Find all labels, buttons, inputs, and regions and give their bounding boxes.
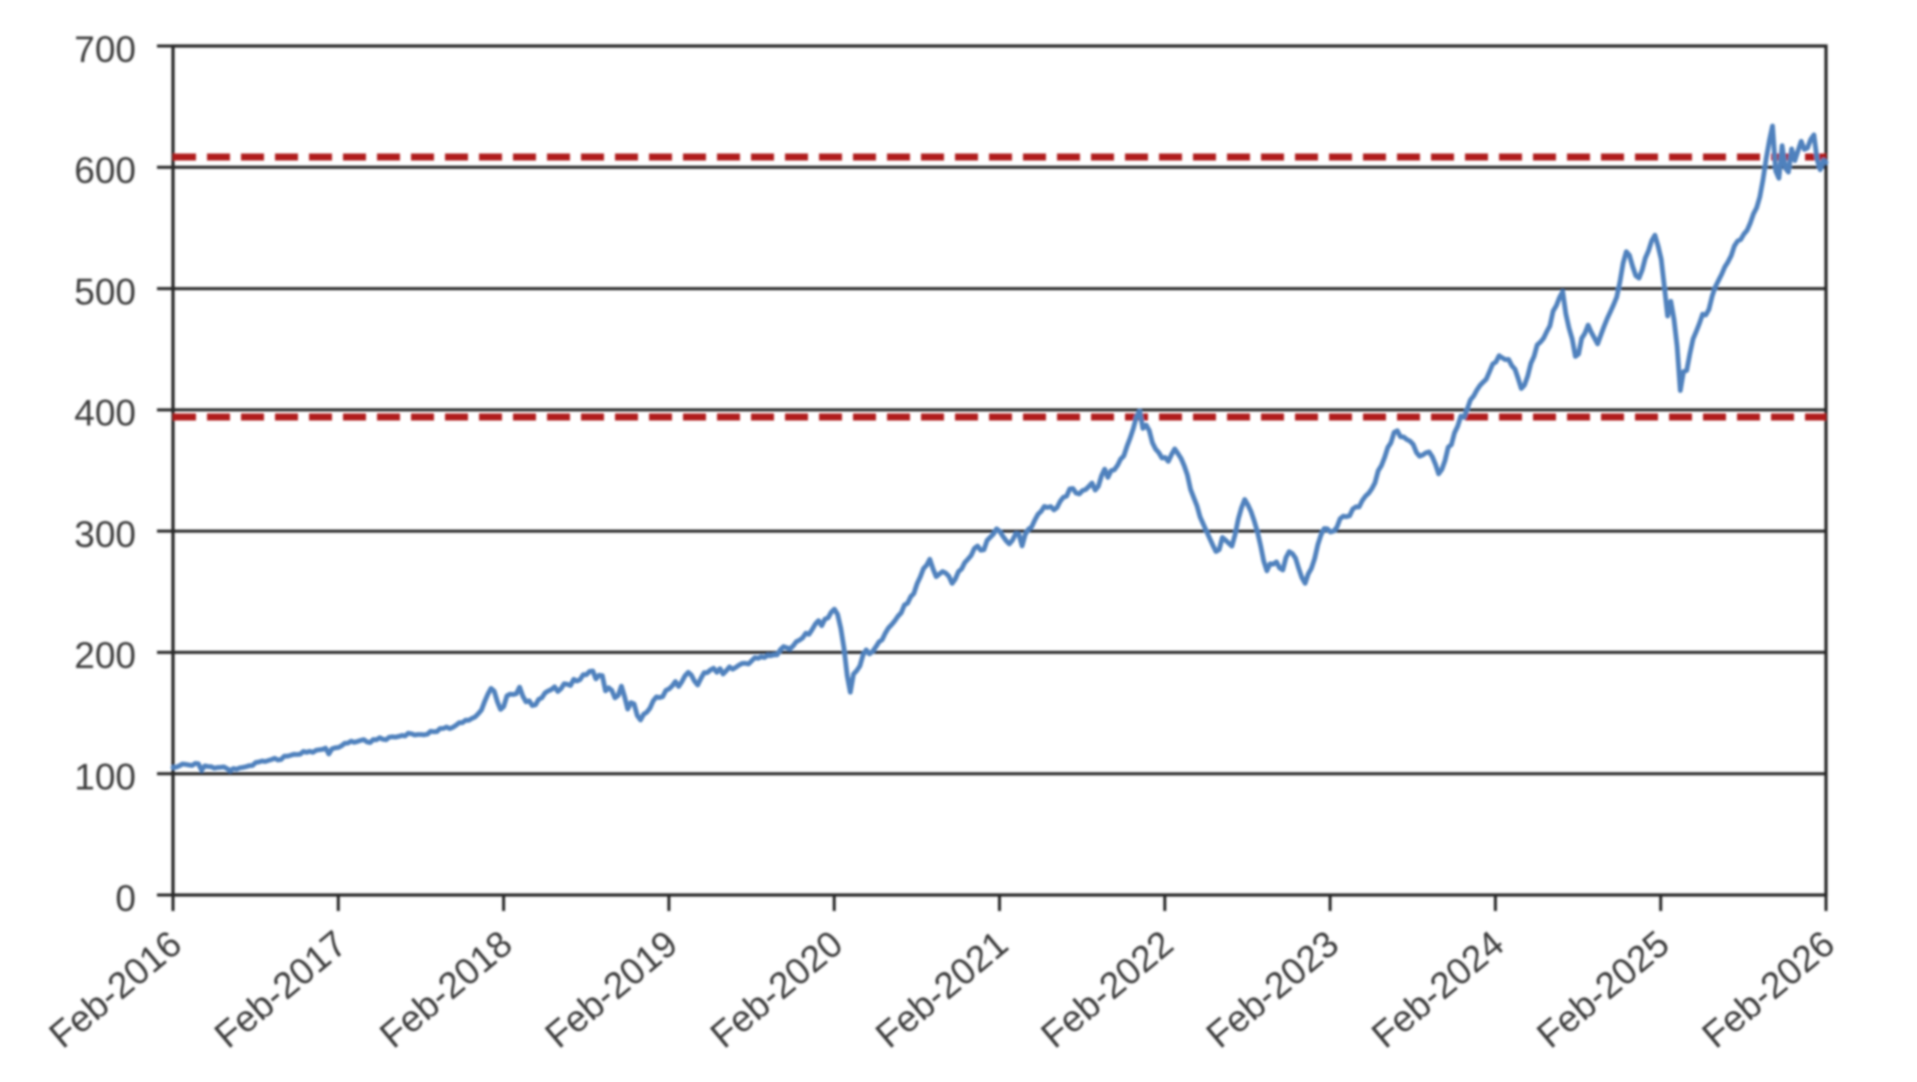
svg-text:600: 600: [74, 150, 136, 191]
svg-text:700: 700: [74, 29, 136, 70]
svg-text:0: 0: [115, 878, 136, 919]
svg-text:500: 500: [74, 271, 136, 312]
svg-text:100: 100: [74, 757, 136, 798]
svg-text:300: 300: [74, 514, 136, 555]
svg-text:200: 200: [74, 635, 136, 676]
svg-text:400: 400: [74, 393, 136, 434]
